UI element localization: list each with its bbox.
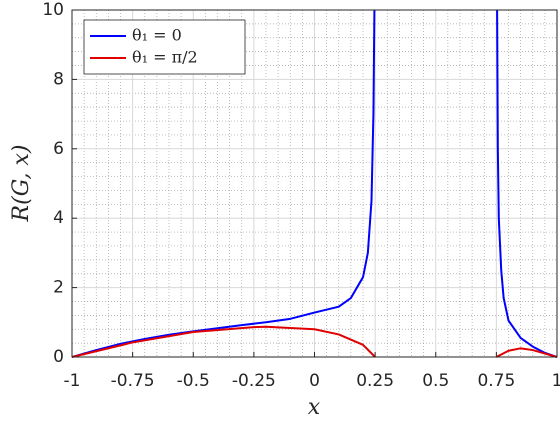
series-line xyxy=(72,9,557,358)
x-tick-label: 1 xyxy=(552,371,560,391)
legend-label: θ₁ = 0 xyxy=(132,26,182,45)
y-tick-label: 0 xyxy=(53,347,64,367)
x-tick-label: -0.5 xyxy=(177,371,210,391)
y-axis-label: R(G, x) xyxy=(9,145,34,223)
x-axis-label: x xyxy=(308,395,321,420)
x-tick-label: -0.75 xyxy=(111,371,155,391)
legend-label: θ₁ = π/2 xyxy=(132,48,198,67)
x-tick-label: -0.25 xyxy=(232,371,276,391)
series-line xyxy=(72,325,557,358)
y-tick-label: 8 xyxy=(53,69,64,89)
legend-box xyxy=(83,19,246,75)
x-tick-label: -1 xyxy=(64,371,81,391)
y-tick-label: 4 xyxy=(53,208,64,228)
x-tick-label: 0 xyxy=(309,371,320,391)
y-tick-label: 10 xyxy=(42,0,64,20)
x-tick-label: 0.75 xyxy=(477,371,515,391)
x-tick-label: 0.5 xyxy=(422,371,449,391)
y-tick-label: 2 xyxy=(53,278,64,298)
y-tick-label: 6 xyxy=(53,139,64,159)
x-tick-label: 0.25 xyxy=(356,371,394,391)
